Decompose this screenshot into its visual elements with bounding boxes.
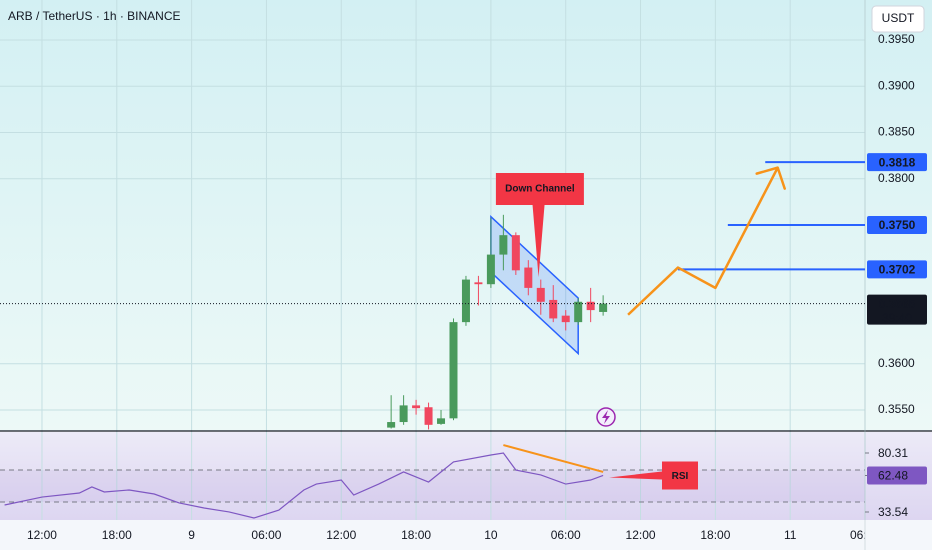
rsi-band — [0, 470, 865, 502]
price-pane — [0, 0, 932, 431]
level-label-box — [867, 215, 927, 234]
currency-label: USDT — [882, 11, 915, 25]
candle-body — [511, 235, 520, 271]
rsi-pane — [0, 432, 932, 520]
candle-body — [399, 405, 408, 423]
lightning — [602, 410, 610, 424]
level-label-box — [867, 260, 927, 279]
x-tick-label: 11 — [784, 528, 797, 542]
level-label: 0.3702 — [879, 263, 916, 277]
y-tick-label: 0.3950 — [878, 32, 915, 46]
candle-body — [387, 422, 396, 428]
candle-body — [474, 282, 483, 285]
rsi-tick-label: 62.48 — [878, 469, 908, 483]
y-tick-label: 0.3800 — [878, 171, 915, 185]
x-tick-label: 06:00 — [850, 528, 880, 542]
callout-label: Down Channel — [505, 184, 575, 195]
x-tick-label: 9 — [188, 528, 195, 542]
candle-body — [561, 315, 570, 323]
x-tick-label: 18:00 — [700, 528, 730, 542]
rsi-divergence — [503, 444, 604, 473]
plot — [0, 214, 865, 519]
candle-body — [549, 299, 558, 319]
rsi-value-box — [867, 466, 927, 485]
rsi-callout-label: RSI — [672, 471, 689, 482]
candle-body — [486, 254, 495, 285]
rsi-line — [4, 452, 604, 519]
y-tick-label: 0.3900 — [878, 78, 915, 92]
last-price-label: 0.3665 — [879, 297, 916, 311]
last-price-box — [867, 294, 927, 325]
countdown-label: 39:40 — [882, 311, 912, 325]
candle-body — [599, 303, 608, 312]
projection-line — [627, 167, 779, 316]
candle-body — [524, 267, 533, 288]
rsi-tick-label: 80.31 — [878, 446, 908, 460]
candle-body — [586, 301, 595, 311]
x-tick-label: 12:00 — [326, 528, 356, 542]
candle-body — [461, 279, 470, 323]
level-label: 0.3750 — [879, 218, 916, 232]
y-tick-label: 0.3600 — [878, 356, 915, 370]
candle-body — [574, 301, 583, 323]
x-tick-label: 06:00 — [551, 528, 581, 542]
y-tick-label: 0.3550 — [878, 402, 915, 416]
rsi-callout — [609, 461, 698, 490]
x-tick-label: 18:00 — [401, 528, 431, 542]
rsi-tick-label: 33.54 — [878, 505, 908, 519]
candle-body — [412, 405, 421, 409]
time-axis — [0, 520, 932, 550]
y-tick-label: 0.3850 — [878, 125, 915, 139]
x-tick-label: 06:00 — [251, 528, 281, 542]
callout — [495, 173, 584, 278]
x-tick-label: 10 — [484, 528, 498, 542]
level-label-box — [867, 153, 927, 172]
candle-body — [437, 418, 446, 424]
x-tick-label: 12:00 — [27, 528, 57, 542]
x-tick-label: 18:00 — [102, 528, 132, 542]
currency-button[interactable] — [871, 5, 925, 33]
x-tick-label: 12:00 — [626, 528, 656, 542]
projection-arrowhead — [755, 166, 786, 190]
symbol-title: ARB / TetherUS · 1h · BINANCE — [8, 9, 181, 23]
candle-body — [499, 235, 508, 255]
level-label: 0.3818 — [879, 155, 916, 169]
candle-body — [449, 322, 458, 419]
candle-body — [536, 287, 545, 302]
candle-body — [424, 407, 433, 425]
